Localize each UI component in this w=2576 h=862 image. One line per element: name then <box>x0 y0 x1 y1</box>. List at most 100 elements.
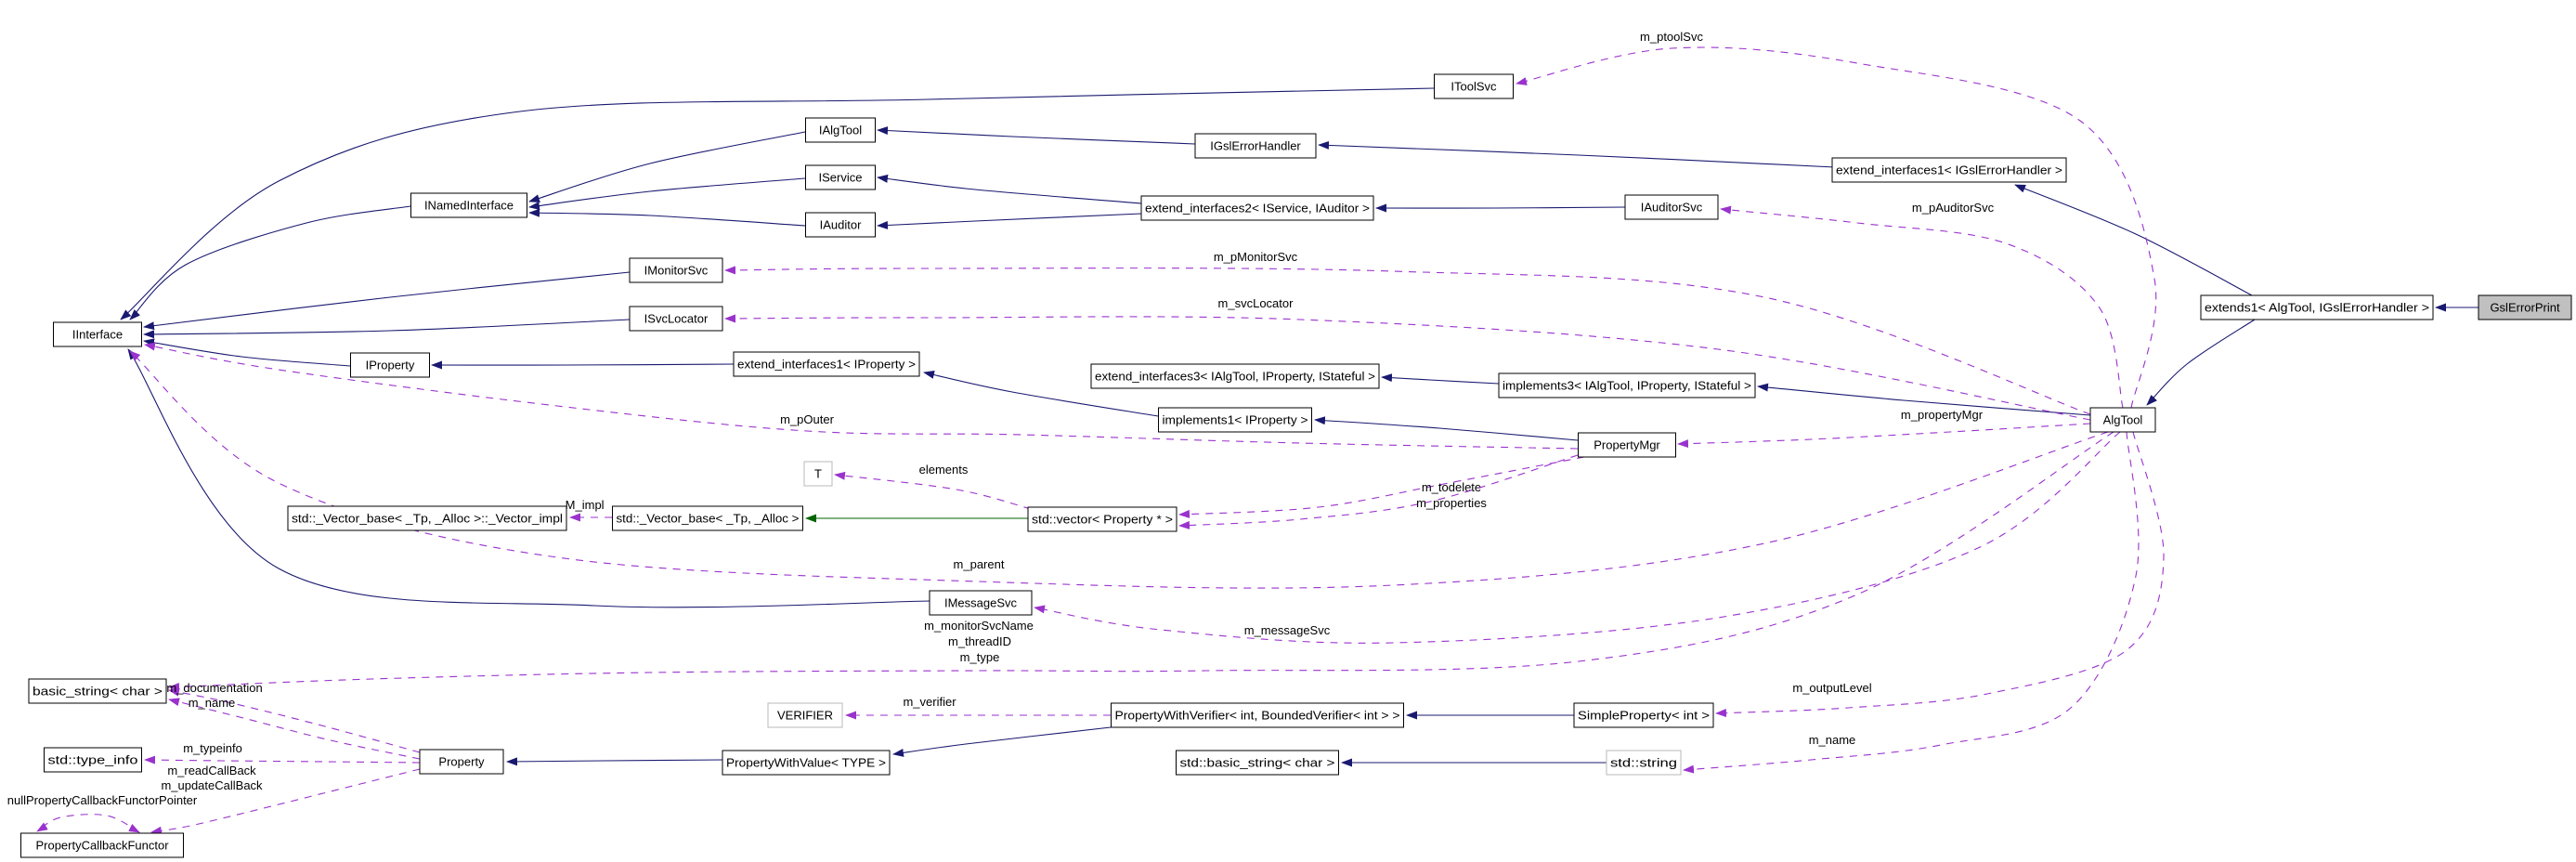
node-box-IAuditor[interactable] <box>805 212 876 238</box>
node-box-IMonitorSvc[interactable] <box>629 257 723 283</box>
node-box-ext2[interactable] <box>1140 195 1374 221</box>
node-type_info[interactable]: std::type_info <box>44 747 142 773</box>
node-PropertyMgr[interactable]: PropertyMgr <box>1578 432 1676 458</box>
node-Property[interactable]: Property <box>419 749 504 775</box>
node-IMessageSvc[interactable]: IMessageSvc <box>929 590 1033 616</box>
edge-label-use-AlgTool-IToolSvc-0: m_ptoolSvc <box>1640 30 1703 44</box>
node-box-PCF[interactable] <box>20 832 184 858</box>
node-IAlgTool[interactable]: IAlgTool <box>805 117 876 143</box>
node-extends1[interactable]: extends1< AlgTool, IGslErrorHandler > <box>2200 294 2434 320</box>
edge-inh-ext1IGsl-IGslErrorHandler <box>1318 140 1836 168</box>
edge-label-use-vector-T-0: elements <box>919 463 969 477</box>
node-IGslErrorHandler[interactable]: IGslErrorHandler <box>1194 133 1317 159</box>
node-IAuditor[interactable]: IAuditor <box>805 212 876 238</box>
node-AlgTool[interactable]: AlgTool <box>2089 407 2156 433</box>
edge-inh-IAuditor-INamedInterface <box>528 208 806 227</box>
node-PWVerifier[interactable]: PropertyWithVerifier< int, BoundedVerifi… <box>1111 702 1404 728</box>
node-box-IService[interactable] <box>805 164 876 190</box>
node-box-VectorImpl[interactable] <box>287 505 567 531</box>
node-box-IAuditorSvc[interactable] <box>1624 194 1719 220</box>
edge-label-use-Property-PCF-0: m_readCallBack <box>167 764 256 777</box>
node-IProperty[interactable]: IProperty <box>350 352 430 378</box>
node-label-ext1_IGsl: extend_interfaces1< IGslErrorHandler > <box>1836 163 2062 177</box>
node-label-PWValue: PropertyWithValue< TYPE > <box>726 756 886 770</box>
node-box-vector[interactable] <box>1027 506 1177 532</box>
node-box-IProperty[interactable] <box>350 352 430 378</box>
node-box-impl3[interactable] <box>1498 372 1756 398</box>
node-ext3[interactable]: extend_interfaces3< IAlgTool, IProperty,… <box>1090 363 1380 389</box>
node-ext1_IProperty[interactable]: extend_interfaces1< IProperty > <box>733 351 920 377</box>
node-ISvcLocator[interactable]: ISvcLocator <box>629 306 723 332</box>
node-box-extends1[interactable] <box>2200 294 2434 320</box>
node-label-SimpleProperty: SimpleProperty< int > <box>1578 709 1710 723</box>
edge-label-use-Property-basicstring-doc-0: m_documentation <box>166 681 262 695</box>
node-box-PWValue[interactable] <box>722 750 891 776</box>
edge-use-PropertyMgr-vector-todelete <box>1178 456 1585 518</box>
node-box-IInterface[interactable] <box>53 321 142 347</box>
edge-inh-IToolSvc-IInterface <box>120 87 1435 320</box>
node-IToolSvc[interactable]: IToolSvc <box>1434 73 1514 99</box>
edge-label-use-PropertyMgr-vector-properties-0: m_properties <box>1416 496 1487 510</box>
node-VectorImpl[interactable]: std::_Vector_base< _Tp, _Alloc >::_Vecto… <box>287 505 567 531</box>
node-box-VERIFIER <box>767 702 843 728</box>
edge-inh-IGslErrorHandler-IAlgTool <box>877 126 1196 145</box>
node-box-type_info[interactable] <box>44 747 142 773</box>
node-box-impl1[interactable] <box>1158 407 1312 433</box>
edge-use-Property-basicstring-name <box>168 698 421 760</box>
edge-inh-PWValue-Property <box>506 757 723 766</box>
node-box-std_string[interactable] <box>1606 750 1682 776</box>
node-INamedInterface[interactable]: INamedInterface <box>410 192 527 218</box>
node-IAuditorSvc[interactable]: IAuditorSvc <box>1624 194 1719 220</box>
node-box-IToolSvc[interactable] <box>1434 73 1514 99</box>
node-PCF[interactable]: PropertyCallbackFunctor <box>20 832 184 858</box>
node-label-T: T <box>814 467 822 481</box>
node-label-IProperty: IProperty <box>366 359 415 372</box>
node-box-PWVerifier[interactable] <box>1111 702 1404 728</box>
node-label-IAuditorSvc: IAuditorSvc <box>1641 201 1703 215</box>
edge-label-use-PCF-self-0: nullPropertyCallbackFunctorPointer <box>7 793 198 807</box>
node-label-std_string: std::string <box>1610 756 1677 770</box>
node-SimpleProperty[interactable]: SimpleProperty< int > <box>1573 702 1714 728</box>
node-box-ISvcLocator[interactable] <box>629 306 723 332</box>
node-impl3[interactable]: implements3< IAlgTool, IProperty, IState… <box>1498 372 1756 398</box>
node-VERIFIER: VERIFIER <box>767 702 843 728</box>
edge-label-use-AlgTool-IAuditorSvc-0: m_pAuditorSvc <box>1912 201 1995 215</box>
node-IInterface[interactable]: IInterface <box>53 321 142 347</box>
node-vector[interactable]: std::vector< Property * > <box>1027 506 1177 532</box>
node-box-IGslErrorHandler[interactable] <box>1194 133 1317 159</box>
node-std_basic_string[interactable]: std::basic_string< char > <box>1176 750 1339 776</box>
node-box-IAlgTool[interactable] <box>805 117 876 143</box>
node-label-IInterface: IInterface <box>72 328 123 342</box>
node-box-std_basic_string[interactable] <box>1176 750 1339 776</box>
node-impl1[interactable]: implements1< IProperty > <box>1158 407 1312 433</box>
node-PWValue[interactable]: PropertyWithValue< TYPE > <box>722 750 891 776</box>
node-box-INamedInterface[interactable] <box>410 192 527 218</box>
edge-inh-ISvcLocator-IInterface <box>143 319 631 339</box>
node-box-AlgTool[interactable] <box>2089 407 2156 433</box>
node-box-SimpleProperty[interactable] <box>1573 702 1714 728</box>
node-label-INamedInterface: INamedInterface <box>424 199 514 213</box>
node-box-ext1_IProperty[interactable] <box>733 351 920 377</box>
node-box-basic_string[interactable] <box>28 678 167 704</box>
edge-use-Property-basicstring-doc <box>168 687 421 753</box>
node-IMonitorSvc[interactable]: IMonitorSvc <box>629 257 723 283</box>
node-basic_string[interactable]: basic_string< char > <box>28 678 167 704</box>
edge-label-use-AlgTool-SimpleProperty-0: m_outputLevel <box>1792 681 1871 695</box>
node-box-VectorBase[interactable] <box>612 505 803 531</box>
node-box-ext1_IGsl[interactable] <box>1831 157 2067 183</box>
edge-label-use-Property-typeinfo-0: m_typeinfo <box>183 741 242 755</box>
node-VectorBase[interactable]: std::_Vector_base< _Tp, _Alloc > <box>612 505 803 531</box>
node-label-VERIFIER: VERIFIER <box>777 709 833 723</box>
node-label-Property: Property <box>438 755 485 769</box>
node-std_string[interactable]: std::string <box>1606 750 1682 776</box>
node-IService[interactable]: IService <box>805 164 876 190</box>
node-ext1_IGsl[interactable]: extend_interfaces1< IGslErrorHandler > <box>1831 157 2067 183</box>
edge-label-use-AlgTool-basicstring-2: m_type <box>960 650 1000 664</box>
node-label-PWVerifier: PropertyWithVerifier< int, BoundedVerifi… <box>1115 709 1400 723</box>
node-box-IMessageSvc[interactable] <box>929 590 1033 616</box>
node-ext2[interactable]: extend_interfaces2< IService, IAuditor > <box>1140 195 1374 221</box>
node-box-PropertyMgr[interactable] <box>1578 432 1676 458</box>
node-box-ext3[interactable] <box>1090 363 1380 389</box>
edge-label-use-PWVerifier-VERIFIER-0: m_verifier <box>903 695 956 709</box>
node-box-Property[interactable] <box>419 749 504 775</box>
